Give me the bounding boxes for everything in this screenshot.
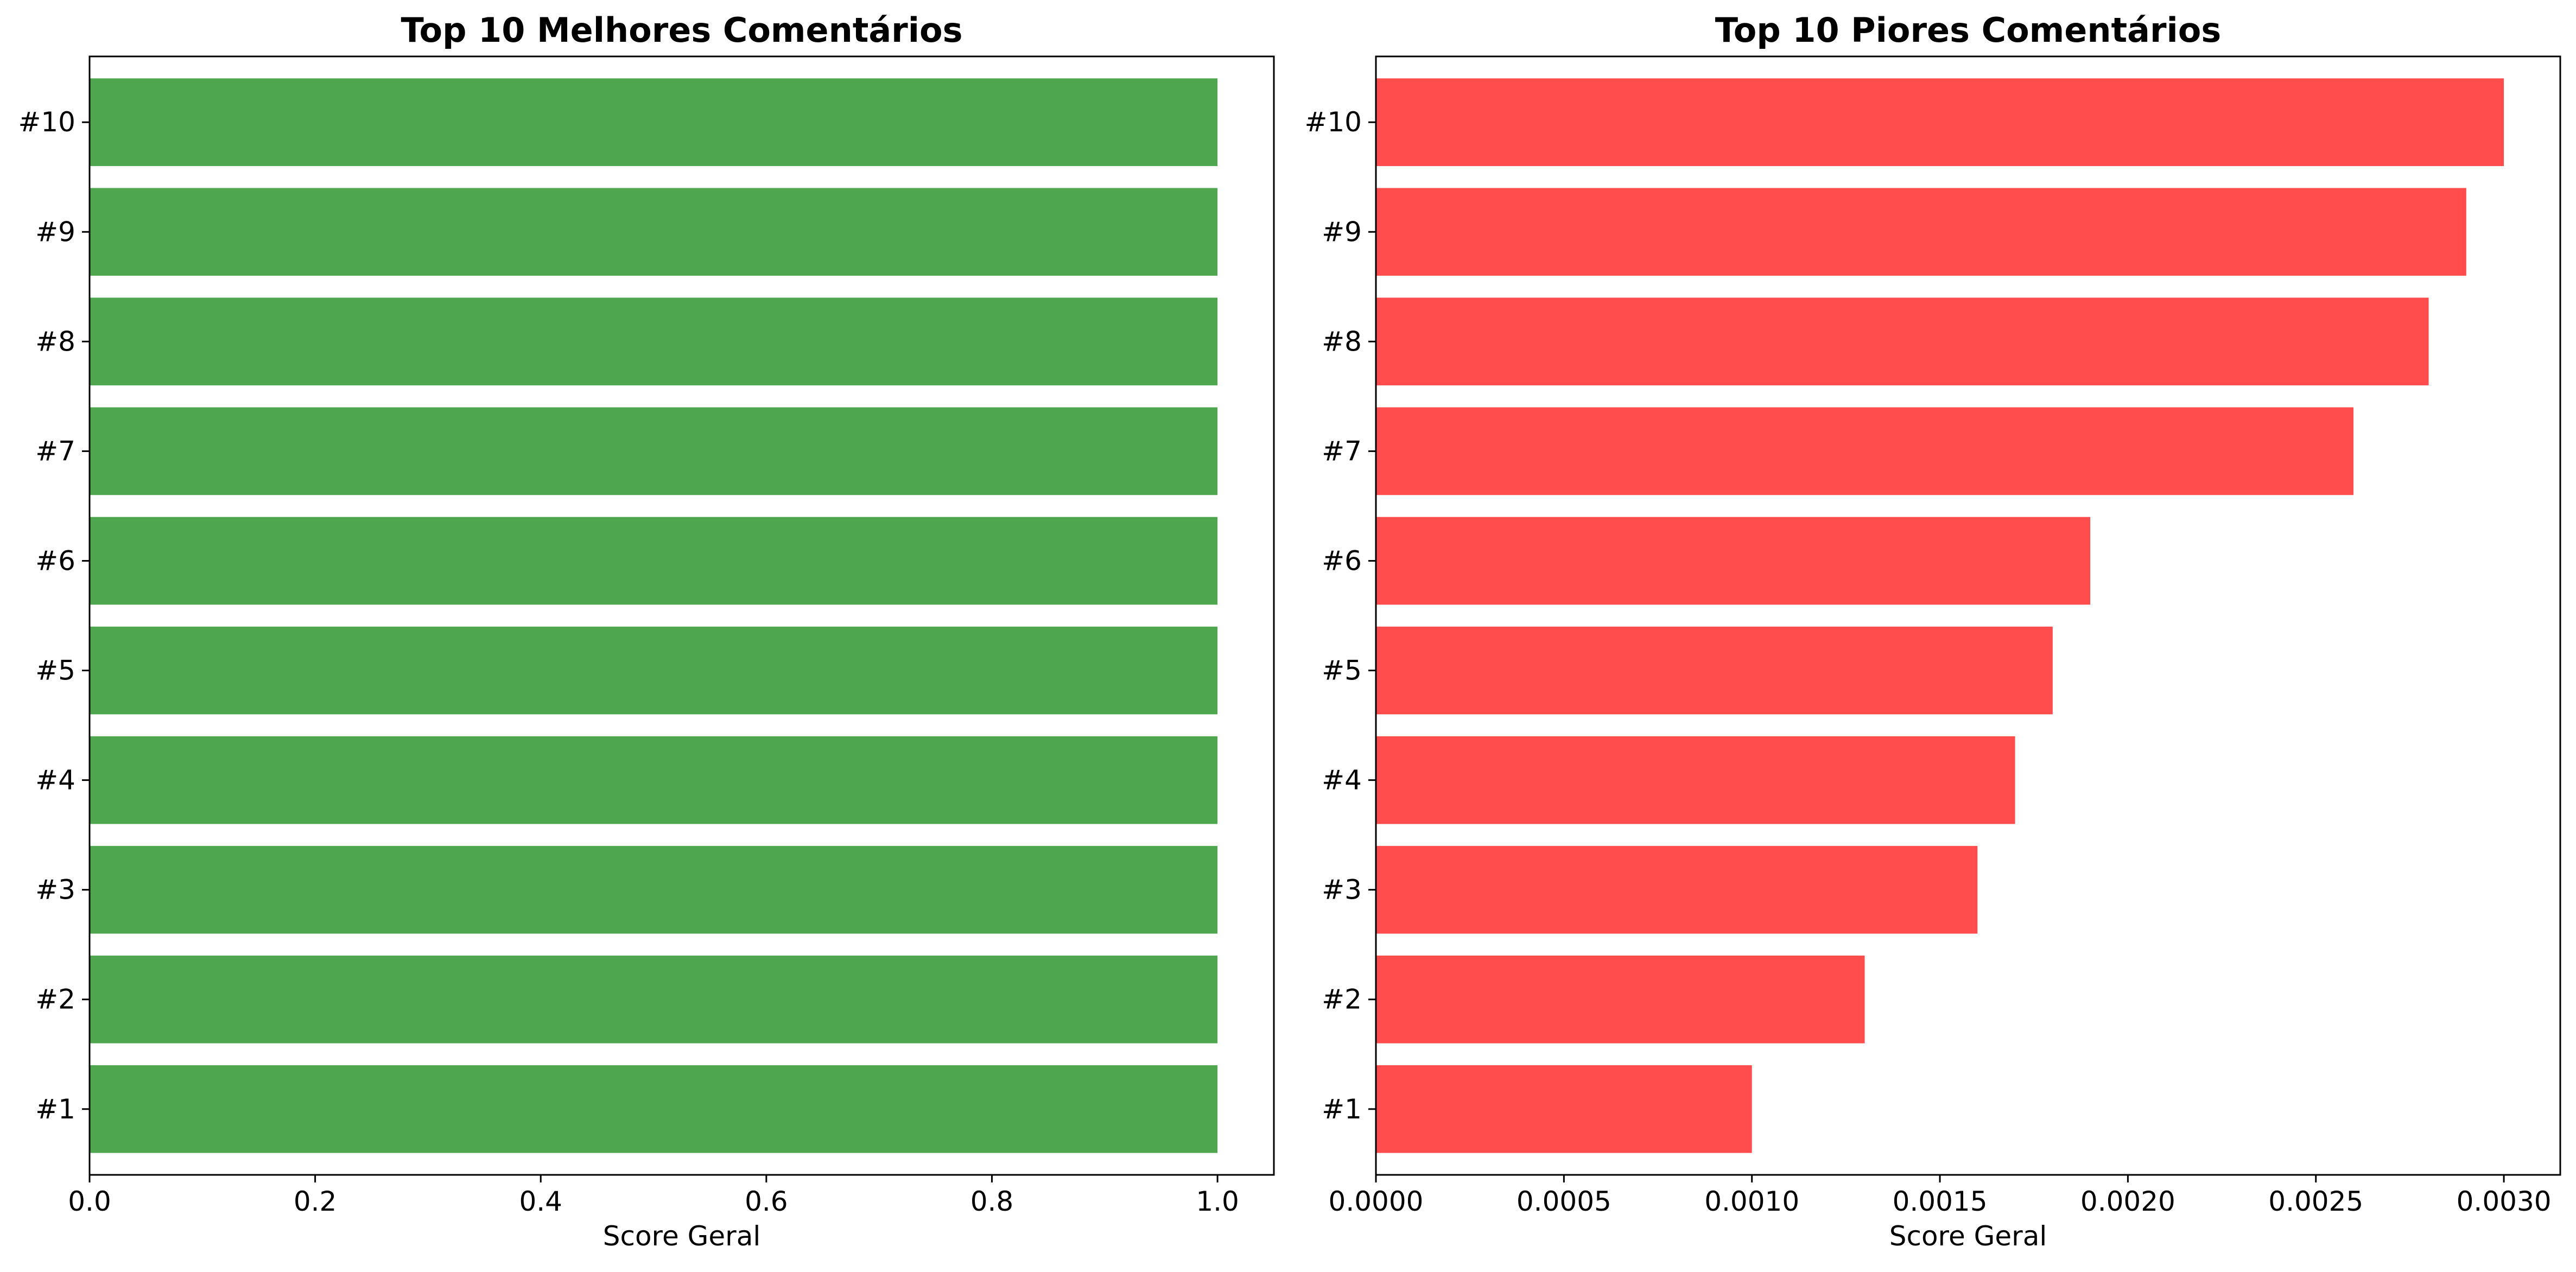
bar-3 [1376, 845, 1978, 934]
y-tick-label: #9 [1322, 216, 1362, 247]
y-tick-label: #8 [35, 326, 75, 357]
y-tick-label: #6 [35, 545, 75, 576]
bar-8 [1376, 297, 2429, 386]
x-tick-label: 0.6 [745, 1186, 788, 1217]
bar-1 [90, 1065, 1218, 1153]
y-tick-label: #5 [35, 655, 75, 686]
y-tick-label: #10 [1304, 106, 1362, 138]
x-tick-label: 0.0000 [1329, 1186, 1424, 1217]
x-tick-label: 0.0020 [2080, 1186, 2175, 1217]
y-tick-label: #1 [35, 1093, 75, 1125]
x-tick-label: 0.0030 [2457, 1186, 2552, 1217]
bar-5 [90, 626, 1218, 715]
chart-title: Top 10 Melhores Comentários [401, 10, 962, 50]
y-tick-label: #10 [18, 106, 75, 138]
axes-frame [1375, 55, 2561, 1176]
bar-10 [90, 78, 1218, 167]
x-axis-label: Score Geral [1889, 1220, 2047, 1252]
bar-1 [1376, 1065, 1752, 1153]
y-tick-label: #5 [1322, 655, 1362, 686]
y-tick-label: #8 [1322, 326, 1362, 357]
bar-2 [1376, 955, 1865, 1044]
x-tick-label: 0.2 [294, 1186, 337, 1217]
y-tick-label: #7 [35, 435, 75, 467]
y-tick-label: #2 [35, 984, 75, 1015]
y-tick-label: #3 [1322, 874, 1362, 906]
y-tick-label: #9 [35, 216, 75, 247]
x-tick-label: 0.0010 [1704, 1186, 1799, 1217]
chart-title: Top 10 Piores Comentários [1715, 10, 2222, 50]
bar-7 [1376, 407, 2354, 495]
x-tick-label: 0.4 [519, 1186, 562, 1217]
bar-8 [90, 297, 1218, 386]
y-tick-label: #6 [1322, 545, 1362, 576]
bar-6 [90, 517, 1218, 605]
bar-9 [90, 188, 1218, 276]
y-tick-label: #7 [1322, 435, 1362, 467]
bar-9 [1376, 188, 2466, 276]
bar-4 [90, 736, 1218, 824]
y-tick-label: #4 [35, 765, 75, 796]
y-tick-label: #2 [1322, 984, 1362, 1015]
x-tick-label: 0.0015 [1893, 1186, 1988, 1217]
bar-10 [1376, 78, 2504, 167]
x-tick-label: 0.0005 [1517, 1186, 1611, 1217]
y-tick-label: #3 [35, 874, 75, 906]
x-tick-label: 0.0025 [2268, 1186, 2363, 1217]
y-tick-label: #1 [1322, 1093, 1362, 1125]
chart-panel-2: #1 #2 #3 #4 #5 #6 #7 #8 #9 #10 0.0000 0.0005 0.0010 0… [1304, 10, 2561, 1252]
x-tick-label: 0.0 [68, 1186, 111, 1217]
bar-5 [1376, 626, 2053, 715]
bar-4 [1376, 736, 2015, 824]
y-tick-label: #4 [1322, 765, 1362, 796]
x-tick-label: 1.0 [1196, 1186, 1239, 1217]
bar-2 [90, 955, 1218, 1044]
chart-panel-1: #1 #2 #3 #4 #5 #6 #7 #8 #9 #10 0.0 0.2 0.4 0.6 0.8 1.0 S… [18, 10, 1275, 1252]
x-tick-label: 0.8 [970, 1186, 1014, 1217]
bar-3 [90, 845, 1218, 934]
bar-7 [90, 407, 1218, 495]
x-axis-label: Score Geral [603, 1220, 761, 1252]
axes-frame [88, 55, 1275, 1176]
bar-6 [1376, 517, 2091, 605]
